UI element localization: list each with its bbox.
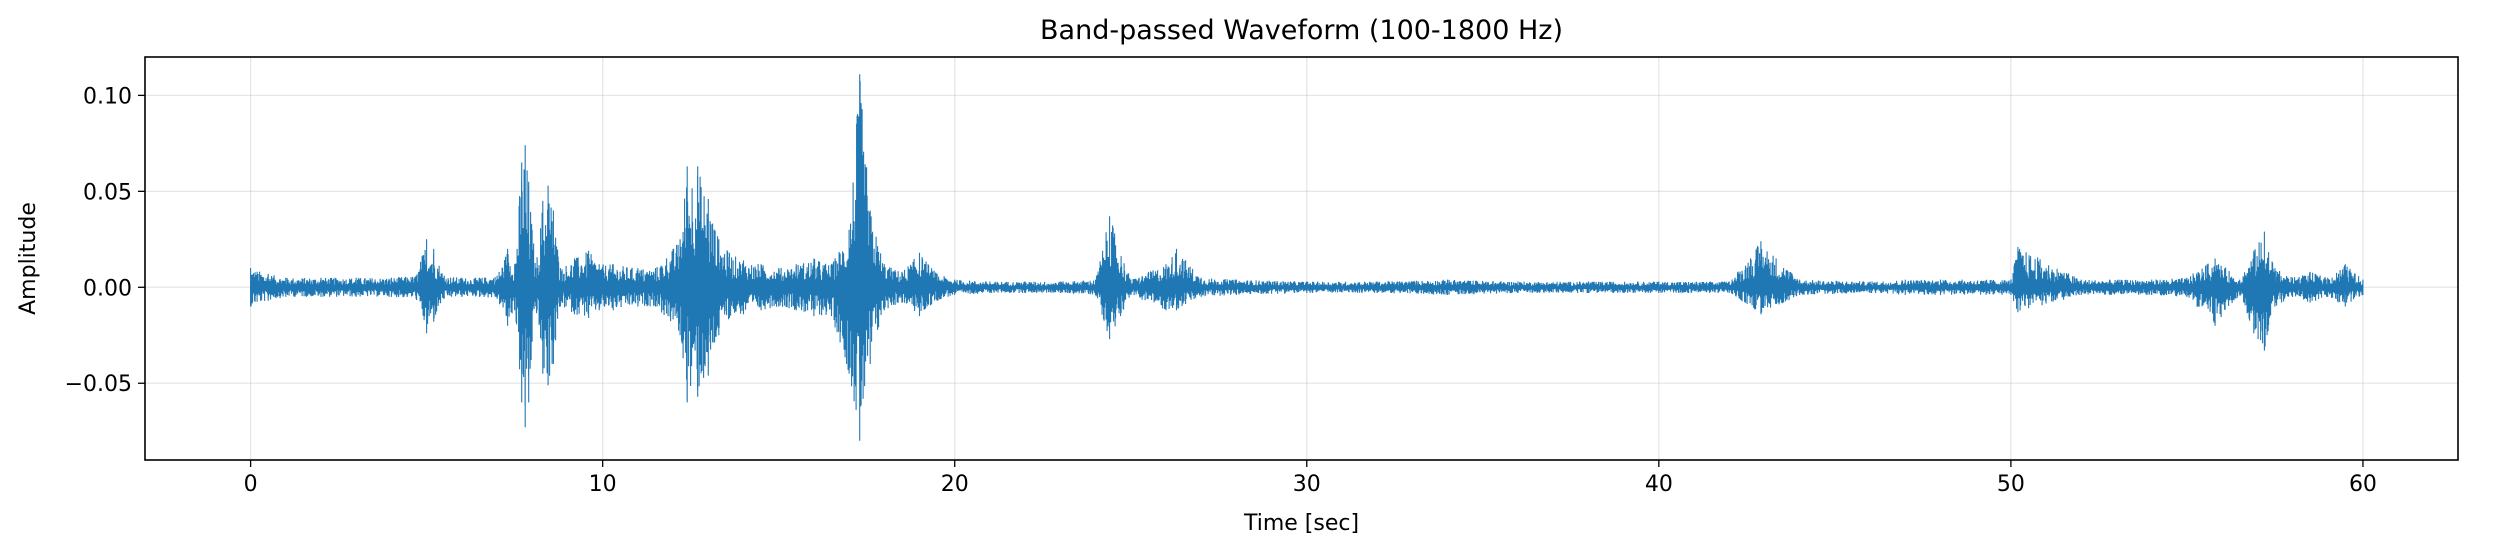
y-axis-label: Amplitude	[16, 202, 41, 315]
x-tick-label: 60	[2349, 472, 2377, 497]
waveform-series	[250, 74, 2364, 441]
x-tick-label: 0	[244, 472, 258, 497]
x-axis-label: Time [sec]	[1243, 511, 1359, 536]
chart-title: Band-passed Waveform (100-1800 Hz)	[1040, 15, 1563, 46]
axis-ticks: 0 10 20 30 40 50 60 −0.05 0.00 0.05 0.10	[65, 84, 2377, 497]
y-tick-label: 0.10	[83, 84, 132, 109]
x-tick-label: 50	[1997, 472, 2025, 497]
y-tick-label: 0.05	[83, 180, 132, 205]
x-tick-label: 40	[1645, 472, 1673, 497]
x-tick-label: 30	[1293, 472, 1321, 497]
x-tick-label: 10	[589, 472, 617, 497]
y-tick-label: −0.05	[65, 372, 132, 397]
y-tick-label: 0.00	[83, 276, 132, 301]
waveform-line	[250, 74, 2364, 441]
x-tick-label: 20	[941, 472, 969, 497]
plot-frame	[144, 56, 2459, 461]
